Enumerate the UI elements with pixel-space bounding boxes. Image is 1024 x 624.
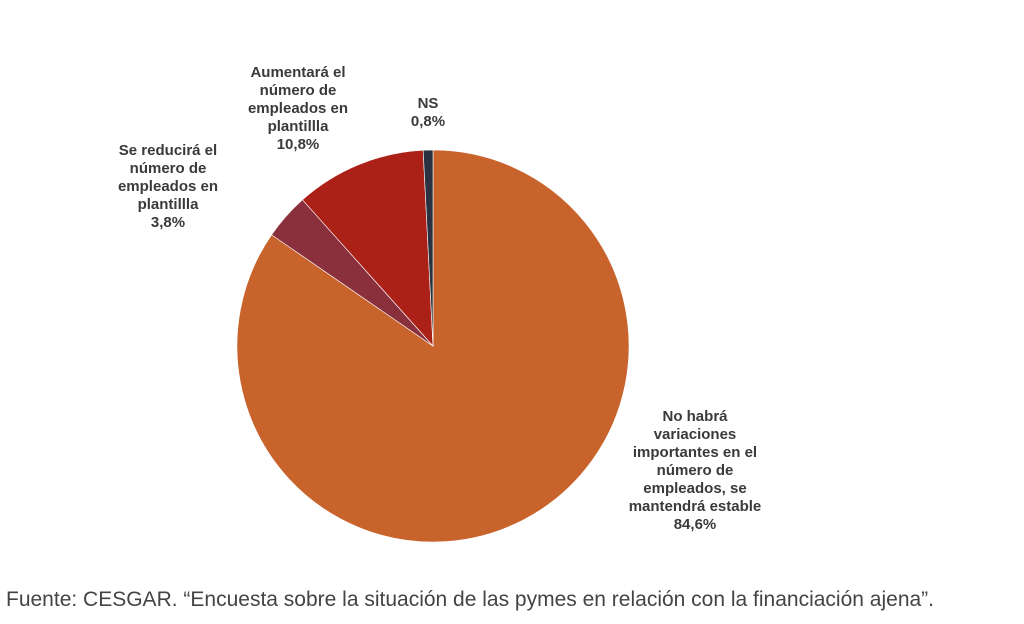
- pie-slice: [422, 149, 434, 347]
- pie-chart: No habrá variaciones importantes en el núme…: [118, 64, 762, 543]
- slice-label: NS 0,8%: [411, 95, 445, 130]
- pie-slice: [302, 149, 434, 347]
- source-note: Fuente: CESGAR. “Encuesta sobre la situa…: [6, 588, 934, 611]
- slice-label: Se reducirá el número de empleados en plant…: [118, 142, 218, 231]
- slice-label: No habrá variaciones importantes en el núme…: [629, 408, 762, 533]
- slice-label: Aumentará el número de empleados en plantil…: [248, 64, 348, 153]
